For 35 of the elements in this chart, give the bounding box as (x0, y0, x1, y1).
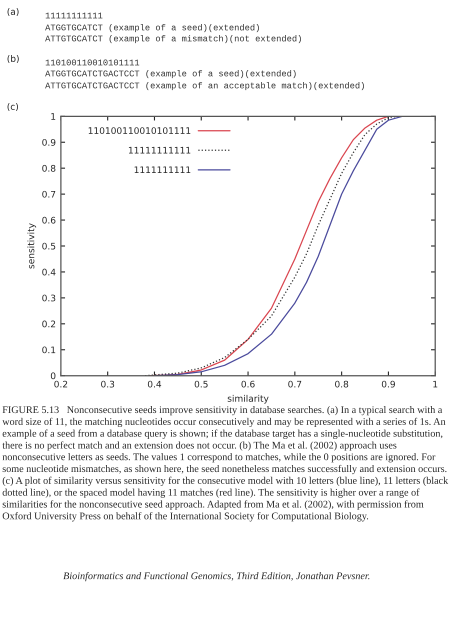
text: (a) (8, 8, 19, 16)
y-tick-label: 0.1 (42, 346, 56, 354)
y-tick-label: 1 (51, 113, 56, 120)
x-tick-label: 0.7 (288, 380, 302, 388)
legend-label: 1111111111 (134, 166, 190, 174)
x-tick-label: 0.9 (382, 380, 395, 388)
x-tick-label: 0.6 (241, 380, 255, 388)
y-axis-title: sensitivity (27, 223, 36, 268)
y-tick-label: 0.2 (42, 320, 56, 328)
y-tick-label: 0.7 (42, 190, 56, 198)
y-tick-label: 0.5 (42, 242, 56, 250)
x-tick-label: 0.8 (335, 380, 348, 388)
y-tick-label: 0.9 (42, 138, 56, 146)
text: 11111111111 (46, 12, 102, 18)
text: ATGGTGCATCTGACTCCT (example of a seed)(extended) (45, 70, 296, 78)
y-tick-label: 0.6 (42, 216, 56, 224)
y-tick-label: 0.8 (42, 164, 56, 172)
x-tick-label: 0.4 (148, 380, 162, 388)
legend-label: 11111111111 (128, 146, 190, 154)
text: (b) (8, 55, 19, 64)
text: ATTGTGCATCT (example of a mismatch)(not extended) (45, 35, 301, 44)
x-tick-label: 1 (433, 380, 438, 388)
text: ATTGTGCATCTGACTCCT (example of an acceptable match)(extended) (45, 82, 364, 90)
text: (c) (8, 103, 18, 112)
x-axis-title: similarity (228, 394, 269, 404)
text: ATGGTGCATCT (example of a seed)(extended) (45, 24, 259, 32)
y-tick-label: 0 (50, 372, 56, 380)
text: Bioinformatics and Functional Genomics, Third Edition, Jonathan Pevsner. (63, 572, 370, 582)
text: FIGURE 5.13 Nonconsecutive seeds improve sensitivity in database searches. (a) In a typical search with a word size of 11, the matching nucleotides occur consecutively and may be represented with a series of 1s. An example of a seed from a database query is shown; if the database target has a single-nucleotide substitution, there is no perfect match and an extension does not occur. (b) The Ma et al. (2002) approach uses nonconsecutive letters as seeds. The values 1 correspond to matches, while the 0 positions are ignored. For some nucleotide mismatches, as shown here, the seed nonetheless matches successfully and extension occurs. (c) A plot of similarity versus sensitivity for the consecutive model with 10 letters (blue line), 11 letters (black dotted line), or the spaced model having 11 matches (red line). The sensitivity is higher over a range of similarities for the nonconsecutive seed approach. Adapted from Ma et al. (2002), with permission from Oxford University Press on behalf of the International Society for Computational Biology. (2, 406, 448, 522)
legend-label: 110100110010101111 (88, 127, 190, 134)
x-tick-label: 0.3 (101, 380, 114, 388)
x-tick-label: 0.5 (194, 380, 208, 388)
y-tick-label: 0.4 (42, 268, 56, 276)
text: 110100110010101111 (46, 59, 140, 66)
y-tick-label: 0.3 (42, 294, 56, 302)
